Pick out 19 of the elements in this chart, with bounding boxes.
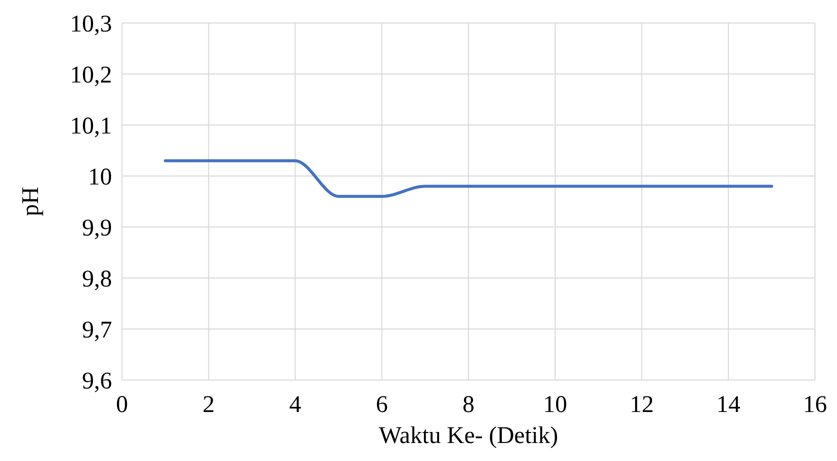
y-tick-label: 10 <box>88 164 112 190</box>
x-tick-label: 6 <box>376 392 388 418</box>
x-tick-label: 8 <box>462 392 474 418</box>
y-tick-label: 9,6 <box>82 368 112 394</box>
x-tick-label: 12 <box>630 392 654 418</box>
y-tick-label: 9,7 <box>82 317 112 344</box>
x-tick-label: 0 <box>116 392 128 418</box>
x-tick-label: 14 <box>716 392 740 418</box>
x-tick-label: 4 <box>289 392 302 418</box>
y-tick-label: 10,3 <box>70 11 112 38</box>
y-tick-label: 9,9 <box>82 215 112 242</box>
y-tick-label: 9,8 <box>82 266 112 292</box>
y-tick-label: 10,2 <box>70 62 112 88</box>
x-axis-title: Waktu Ke- (Detik) <box>378 423 558 449</box>
x-tick-label: 16 <box>803 392 827 418</box>
y-axis-title: pH <box>18 186 44 216</box>
x-tick-label: 10 <box>543 392 568 418</box>
y-tick-label: 10,1 <box>70 113 112 140</box>
x-tick-label: 2 <box>202 392 215 418</box>
